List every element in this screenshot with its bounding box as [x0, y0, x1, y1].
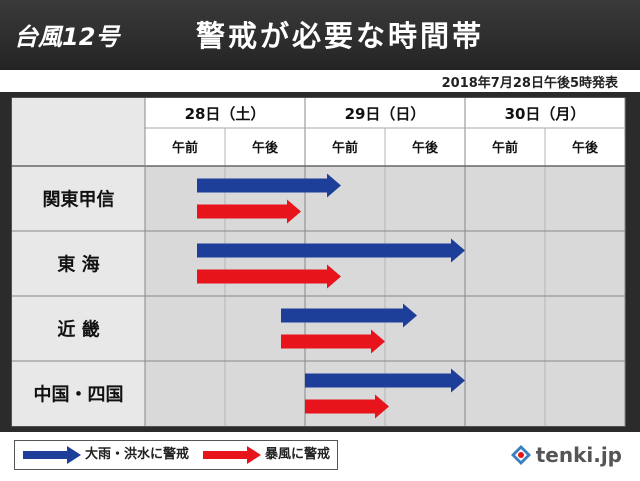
rain-arrow-head — [403, 303, 417, 328]
period-label: 午後 — [572, 140, 599, 156]
wind-arrow-shaft — [305, 399, 375, 414]
period-label: 午後 — [412, 140, 439, 156]
wind-arrow-shaft — [197, 204, 287, 219]
legend: 大雨・洪水に警戒 暴風に警戒 — [14, 440, 338, 470]
rain-arrow-shaft — [281, 308, 403, 323]
issued-timestamp: 2018年7月28日午後5時発表 — [441, 76, 618, 91]
rain-arrow-shaft — [197, 243, 451, 258]
rain-arrow-head — [451, 238, 465, 263]
rain-arrow-shaft — [197, 178, 327, 193]
day-label: 29日（日） — [345, 105, 426, 123]
issued-band: 2018年7月28日午後5時発表 — [0, 70, 640, 92]
rain-arrow-icon — [23, 446, 81, 464]
rain-arrow-shaft — [305, 373, 451, 388]
tenki-logo-icon — [510, 445, 531, 465]
region-label: 近 畿 — [57, 319, 99, 341]
day-label: 28日（土） — [185, 105, 266, 123]
region-label: 中国・四国 — [34, 384, 124, 406]
header-corner — [12, 98, 145, 166]
wind-arrow-head — [371, 329, 385, 354]
period-label: 午後 — [252, 140, 279, 156]
region-cell — [12, 296, 145, 361]
wind-arrow-icon — [203, 446, 261, 464]
tenki-logo-text: tenki.jp — [535, 443, 622, 467]
day-label: 30日（月） — [505, 105, 586, 123]
wind-arrow-head — [327, 264, 341, 289]
tenki-logo: tenki.jp — [510, 442, 622, 468]
wind-arrow-head — [287, 199, 301, 224]
legend-label-rain: 大雨・洪水に警戒 — [85, 447, 190, 462]
legend-item-wind: 暴風に警戒 — [203, 445, 330, 465]
title-bar: 台風12号 警戒が必要な時間帯 — [0, 0, 640, 70]
period-label: 午前 — [172, 140, 198, 156]
wind-arrow-head — [375, 394, 389, 419]
wind-arrow-shaft — [197, 269, 327, 284]
region-label: 関東甲信 — [43, 189, 115, 211]
region-label: 東 海 — [57, 254, 99, 276]
rain-arrow-head — [451, 368, 465, 393]
region-cell — [12, 361, 145, 426]
region-cell — [12, 231, 145, 296]
wind-arrow-shaft — [281, 334, 371, 349]
period-label: 午前 — [332, 140, 358, 156]
typhoon-label: 台風12号 — [14, 23, 120, 51]
legend-label-wind: 暴風に警戒 — [265, 447, 331, 462]
period-label: 午前 — [492, 140, 518, 156]
region-cell — [12, 166, 145, 231]
page-title: 警戒が必要な時間帯 — [196, 19, 485, 53]
rain-arrow-head — [327, 173, 341, 198]
legend-item-rain: 大雨・洪水に警戒 — [23, 445, 189, 465]
